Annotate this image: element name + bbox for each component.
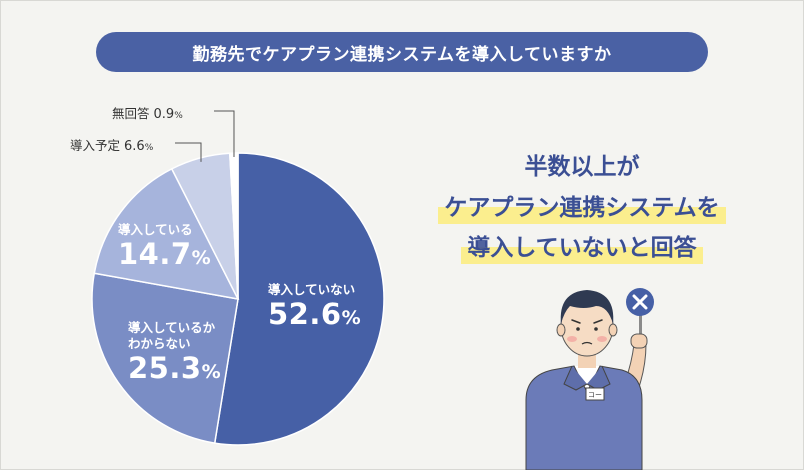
slice-label-unknown: 導入しているか わからない 25.3%	[128, 320, 222, 385]
message-line-3: 導入していないと回答	[392, 226, 772, 264]
slice-label-not-introduced: 導入していない 52.6%	[268, 282, 362, 331]
worried-worker-illustration: コー	[525, 288, 654, 470]
cross-sign-icon	[626, 288, 654, 316]
pie-slice-not-introduced	[213, 152, 385, 446]
name-badge: コー	[588, 391, 602, 399]
chart-title: 勤務先でケアプラン連携システムを導入していますか	[96, 32, 708, 72]
message-line-2: ケアプラン連携システムを	[392, 186, 772, 224]
message-line-1: 半数以上が	[524, 154, 640, 180]
pie-slice-introduced	[93, 167, 240, 301]
leader-line-planned	[175, 142, 202, 162]
callout-planned: 導入予定 6.6%	[70, 138, 154, 154]
slice-label-introduced: 導入している 14.7%	[118, 222, 212, 271]
pie-slice-unknown	[91, 272, 239, 444]
leader-line-no-answer	[214, 110, 235, 158]
callout-no-answer: 無回答 0.9%	[112, 106, 183, 122]
